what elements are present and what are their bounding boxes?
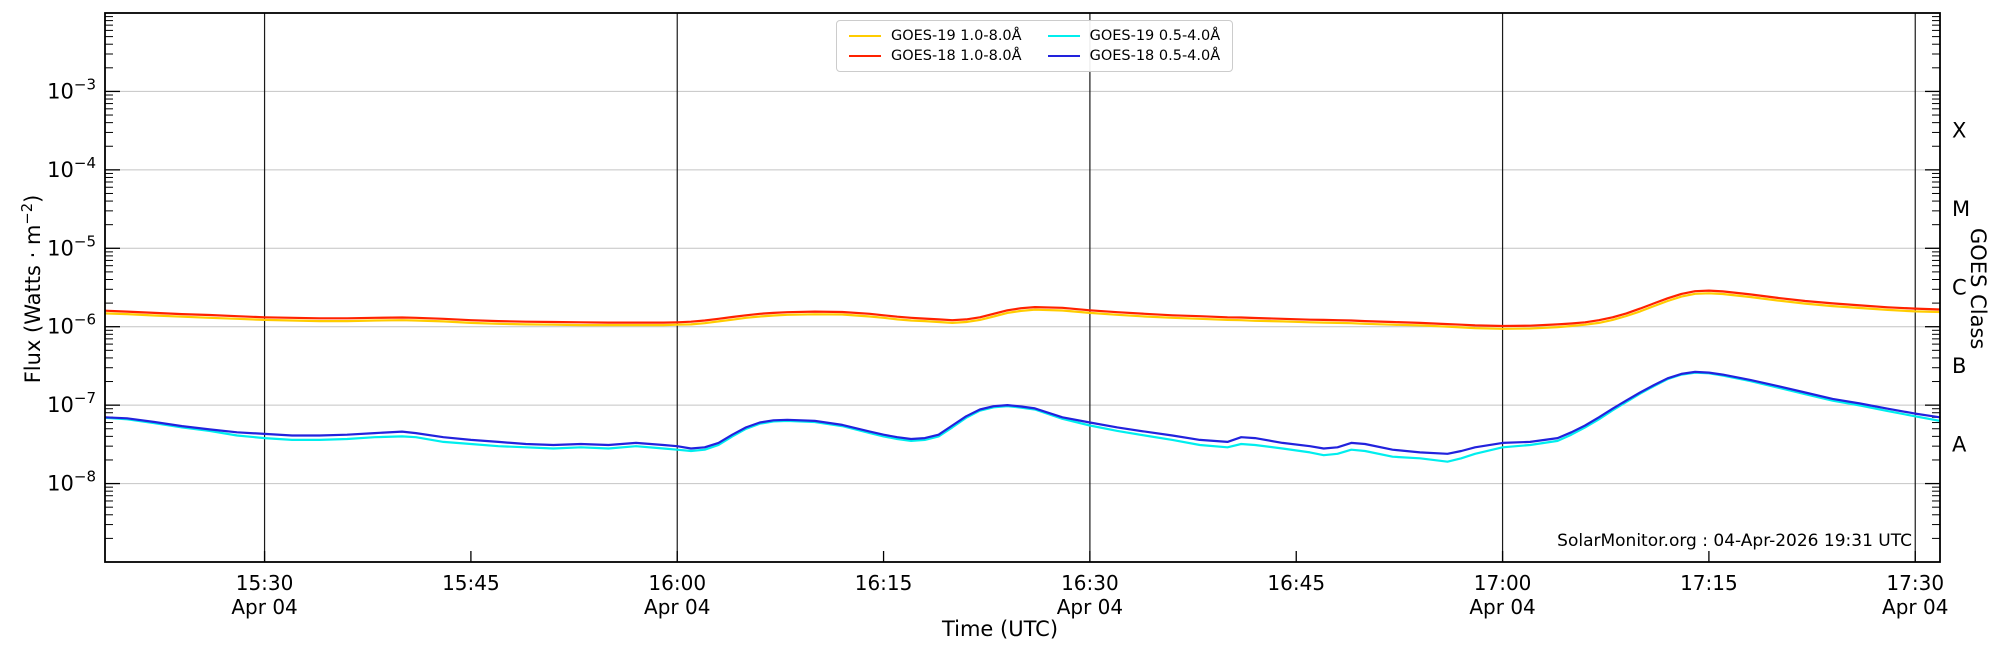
legend-item: GOES-18 1.0-8.0Å xyxy=(849,48,1022,64)
series-line-goes18-long xyxy=(105,289,1940,328)
x-tick-label: 16:30 xyxy=(1061,571,1119,595)
x-tick-label: 16:45 xyxy=(1267,571,1325,595)
y-tick-label: 10−4 xyxy=(47,154,96,182)
goes-class-label: A xyxy=(1952,432,1967,456)
legend-item-label: GOES-19 1.0-8.0Å xyxy=(891,28,1022,44)
x-date-label: Apr 04 xyxy=(1882,595,1948,619)
x-date-label: Apr 04 xyxy=(1057,595,1123,619)
legend-swatch-goes18-short xyxy=(1047,55,1080,57)
y-tick-label: 10−5 xyxy=(47,232,96,260)
y-tick-label: 10−3 xyxy=(47,75,96,103)
goes-class-label: B xyxy=(1952,354,1966,378)
x-tick-label: 15:45 xyxy=(442,571,500,595)
y-axis-label: Flux (Watts · m−2) xyxy=(19,139,45,439)
goes-class-label: M xyxy=(1952,197,1970,221)
x-axis-label: Time (UTC) xyxy=(941,617,1059,641)
x-tick-label: 17:30 xyxy=(1886,571,1944,595)
legend-item: GOES-18 0.5-4.0Å xyxy=(1047,48,1221,64)
x-date-label: Apr 04 xyxy=(644,595,710,619)
x-tick-label: 17:00 xyxy=(1474,571,1532,595)
legend-item-label: GOES-18 0.5-4.0Å xyxy=(1089,48,1221,64)
plot-border xyxy=(104,12,1941,563)
y-tick-label: 10−7 xyxy=(47,389,96,417)
series-line-goes18-short xyxy=(105,370,1940,455)
x-tick-label: 16:15 xyxy=(855,571,913,595)
series-line-goes19-short xyxy=(105,371,1940,463)
legend-item: GOES-19 1.0-8.0Å xyxy=(849,28,1022,44)
goes-class-label: X xyxy=(1952,119,1966,143)
legend-swatch-goes19-long xyxy=(849,35,881,37)
legend-item-label: GOES-19 0.5-4.0Å xyxy=(1089,28,1221,44)
y-axis-label-close: ) xyxy=(21,194,45,203)
y-tick-label: 10−6 xyxy=(47,311,96,339)
watermark-text: SolarMonitor.org : 04-Apr-2026 19:31 UTC xyxy=(1557,531,1912,551)
legend-swatch-goes18-long xyxy=(849,55,881,57)
legend-swatch-goes19-short xyxy=(1047,35,1080,37)
right-axis-label: GOES Class xyxy=(1966,228,1990,350)
y-tick-label: 10−8 xyxy=(47,468,96,496)
x-date-label: Apr 04 xyxy=(1469,595,1535,619)
legend-item: GOES-19 0.5-4.0Å xyxy=(1047,28,1221,44)
legend-item-label: GOES-18 1.0-8.0Å xyxy=(891,48,1022,64)
goes-class-label: C xyxy=(1952,276,1967,300)
x-tick-label: 15:30 xyxy=(236,571,294,595)
series-line-goes19-long xyxy=(105,292,1940,330)
y-axis-label-exponent: −2 xyxy=(19,202,36,225)
x-tick-label: 17:15 xyxy=(1680,571,1738,595)
x-tick-label: 16:00 xyxy=(648,571,706,595)
x-date-label: Apr 04 xyxy=(231,595,297,619)
legend: GOES-19 1.0-8.0Å GOES-18 1.0-8.0Å GOES-1… xyxy=(836,20,1234,72)
y-axis-label-text: Flux (Watts · m xyxy=(21,224,45,384)
